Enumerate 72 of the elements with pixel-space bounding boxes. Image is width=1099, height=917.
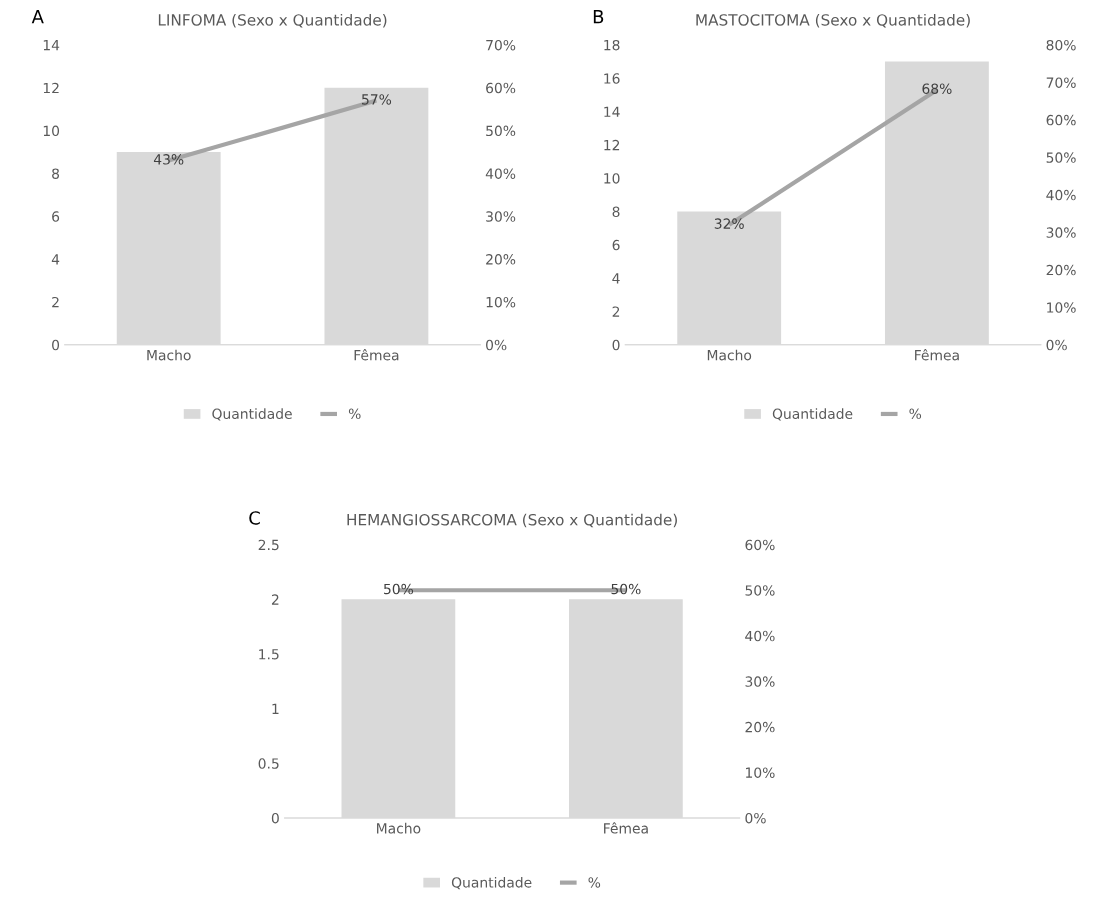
y2-tick-label: 40% [485, 168, 516, 179]
y2-tick-label: 0% [1046, 339, 1067, 351]
y2-tick-label: 50% [1046, 152, 1076, 163]
y2-tick-label: 20% [745, 721, 775, 733]
y-tick-label: 8 [612, 206, 620, 217]
y2-tick-label: 50% [745, 585, 775, 596]
text: A [31, 10, 44, 24]
y-tick-label: 0 [52, 339, 60, 351]
y2-tick-label: 10% [1047, 302, 1076, 313]
y-tick-label: 6 [612, 239, 620, 251]
data-label: 43% [153, 154, 184, 165]
y-tick-label: 16 [604, 73, 620, 84]
y-tick-label: 14 [43, 40, 60, 51]
y2-tick-label: 60% [486, 82, 516, 94]
data-label: 50% [611, 583, 641, 595]
y-tick-label: 8 [52, 168, 60, 179]
x-tick-label: Macho [147, 349, 191, 361]
y2-tick-label: 60% [1046, 114, 1076, 126]
y2-tick-label: 20% [486, 254, 516, 265]
data-label: 50% [384, 583, 414, 595]
y-tick-label: 0 [612, 339, 620, 351]
y2-tick-label: 30% [745, 676, 775, 687]
legend-label: % [588, 877, 601, 888]
legend-label: Quantidade [772, 408, 853, 421]
y-tick-label: 2.5 [258, 539, 279, 551]
x-tick-label: Fêmea [354, 349, 399, 361]
legend-label: Quantidade [212, 408, 292, 421]
y-tick-label: 4 [612, 273, 620, 284]
y-tick-label: 10 [43, 125, 60, 137]
x-tick-label: Macho [377, 822, 421, 834]
legend-label: % [348, 408, 361, 420]
y-tick-label: 12 [604, 139, 620, 151]
legend-label: % [909, 408, 922, 420]
x-tick-label: Fêmea [604, 822, 648, 834]
chart-title: LINFOMA (Sexo x Quantidade) [158, 13, 387, 28]
y-tick-label: 1 [272, 703, 279, 714]
y2-tick-label: 80% [1046, 39, 1076, 51]
text: C [249, 511, 260, 525]
data-label: 32% [714, 218, 744, 229]
chart-title: HEMANGIOSSARCOMA (Sexo x Quantidade) [347, 513, 677, 528]
y-tick-label: 18 [604, 39, 620, 51]
y2-tick-label: 10% [486, 296, 516, 308]
legend-label: Quantidade [451, 876, 532, 890]
y-tick-label: 2 [271, 594, 279, 605]
y-tick-label: 1.5 [259, 649, 279, 660]
y2-tick-label: 70% [486, 39, 516, 51]
y-tick-label: 0 [271, 812, 279, 824]
y-tick-label: 10 [604, 173, 620, 184]
y2-tick-label: 60% [745, 539, 775, 551]
y2-tick-label: 10% [746, 767, 775, 778]
y2-tick-label: 50% [486, 125, 516, 137]
y2-tick-label: 70% [1046, 77, 1076, 88]
y-tick-label: 12 [43, 82, 59, 94]
y2-tick-label: 20% [1046, 264, 1076, 276]
y2-tick-label: 30% [486, 211, 516, 222]
y-tick-label: 4 [51, 254, 60, 265]
y2-tick-label: 0% [486, 339, 507, 351]
data-label: 57% [362, 94, 392, 105]
y-tick-label: 2 [52, 296, 59, 308]
y-tick-label: 2 [612, 306, 620, 317]
y2-tick-label: 40% [745, 630, 775, 642]
x-tick-label: Macho [707, 349, 752, 361]
data-label: 68% [922, 83, 952, 94]
chart-title: MASTOCITOMA (Sexo x Quantidade) [696, 13, 970, 28]
y-tick-label: 0.5 [258, 758, 279, 769]
y2-tick-label: 0% [745, 812, 766, 824]
y2-tick-label: 40% [1046, 189, 1076, 201]
text: B [593, 10, 604, 24]
y-tick-label: 6 [52, 211, 60, 222]
y2-tick-label: 30% [1046, 227, 1076, 238]
y-tick-label: 14 [604, 106, 620, 117]
x-tick-label: Fêmea [915, 349, 959, 361]
